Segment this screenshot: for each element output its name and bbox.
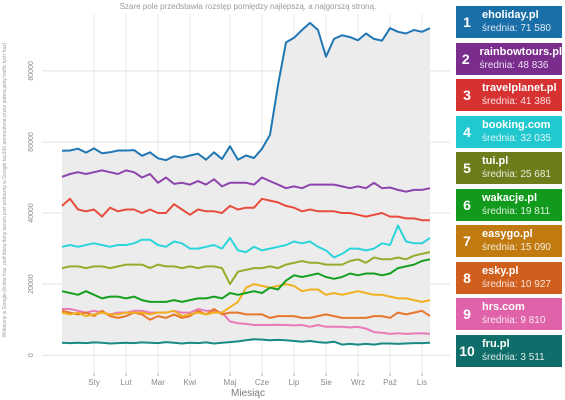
legend-average: średnia: 9 810 xyxy=(482,315,546,326)
legend-name: easygo.pl xyxy=(482,228,533,240)
x-tick-label: Sie xyxy=(320,378,332,387)
y-axis-ticks: 0 20000 40000 60000 80000 xyxy=(28,61,35,357)
legend-item-esky-pl: 8 esky.pl średnia: 10 927 xyxy=(456,261,562,294)
legend-item-tui-pl: 5 tui.pl średnia: 25 681 xyxy=(456,152,562,184)
series-line-eholiday-pl xyxy=(61,21,431,162)
legend-average: średnia: 25 681 xyxy=(482,169,551,180)
x-tick-label: Paź xyxy=(383,378,397,387)
x-tick-label: Lip xyxy=(289,378,300,387)
x-tick-label: Maj xyxy=(224,378,237,387)
x-axis-label: Miesiąc xyxy=(231,388,265,399)
legend-rank: 9 xyxy=(456,298,478,330)
legend-item-hrs-com: 9 hrs.com średnia: 9 810 xyxy=(456,298,562,330)
series-line-esky-pl xyxy=(61,308,431,321)
legend-item-travelplanet-pl: 3 travelplanet.pl średnia: 41 386 xyxy=(456,79,562,111)
y-axis-label: Widoczny w Google (liczba fraz, pod któr… xyxy=(2,42,8,337)
legend-item-eholiday-pl: 1 eholiday.pl średnia: 71 580 xyxy=(456,6,562,38)
legend-rank: 8 xyxy=(456,261,478,294)
legend-name: booking.com xyxy=(482,118,551,131)
line-chart: Szare pole przedstawia rozstęp pomiędzy … xyxy=(2,2,450,399)
legend-rank: 6 xyxy=(456,188,478,221)
legend-name: wakacje.pl xyxy=(482,191,538,204)
legend-item-easygo-pl: 7 easygo.pl średnia: 15 090 xyxy=(456,225,562,257)
legend-rank: 4 xyxy=(456,115,478,148)
y-tick-label: 80000 xyxy=(28,61,35,81)
series-line-easygo-pl xyxy=(61,283,431,318)
y-tick-label: 20000 xyxy=(28,274,35,294)
legend-average: średnia: 71 580 xyxy=(482,23,551,34)
series-line-fru-pl xyxy=(61,338,431,346)
legend-item-rainbowtours-pl: 2 rainbowtours.pl średnia: 48 836 xyxy=(456,42,563,75)
series-line-tui-pl xyxy=(61,251,431,286)
series-line-rainbowtours-pl xyxy=(61,169,431,193)
legend-average: średnia: 19 811 xyxy=(482,205,551,217)
legend: 1 eholiday.pl średnia: 71 580 2 rainbowtours… xyxy=(456,6,562,371)
legend-rank: 10 xyxy=(456,334,478,367)
legend-average: średnia: 15 090 xyxy=(482,242,551,253)
legend-average: średnia: 3 511 xyxy=(482,351,545,363)
legend-rank: 7 xyxy=(456,225,478,257)
x-tick-label: Wrz xyxy=(351,378,365,387)
x-tick-label: Lis xyxy=(417,378,427,387)
legend-rank: 5 xyxy=(456,152,478,184)
x-tick-label: Mar xyxy=(151,378,165,387)
legend-rank: 1 xyxy=(456,6,478,38)
legend-item-fru-pl: 10 fru.pl średnia: 3 511 xyxy=(456,334,562,367)
legend-name: esky.pl xyxy=(482,264,519,277)
legend-rank: 3 xyxy=(456,79,478,111)
x-tick-label: Cze xyxy=(255,378,270,387)
series-line-wakacje-pl xyxy=(61,258,431,303)
legend-name: eholiday.pl xyxy=(482,9,539,21)
y-tick-label: 0 xyxy=(28,353,35,357)
x-axis-ticks: Sty Lut Mar Kwi Maj Cze Lip Sie Wrz Paź Lis xyxy=(88,373,427,387)
legend-average: średnia: 10 927 xyxy=(482,278,551,290)
legend-name: fru.pl xyxy=(482,337,510,350)
series-lines xyxy=(61,21,431,346)
legend-rank: 2 xyxy=(456,42,476,75)
series-line-booking-com xyxy=(61,224,431,259)
x-tick-label: Sty xyxy=(88,378,100,387)
y-tick-label: 40000 xyxy=(28,203,35,223)
legend-name: hrs.com xyxy=(482,301,525,313)
x-tick-label: Kwi xyxy=(184,378,197,387)
series-line-travelplanet-pl xyxy=(61,197,430,222)
legend-item-booking-com: 4 booking.com średnia: 32 035 xyxy=(456,115,562,148)
legend-name: rainbowtours.pl xyxy=(479,45,563,58)
legend-item-wakacje-pl: 6 wakacje.pl średnia: 19 811 xyxy=(456,188,562,221)
legend-name: travelplanet.pl xyxy=(482,82,557,94)
legend-average: średnia: 32 035 xyxy=(482,132,551,144)
legend-average: średnia: 41 386 xyxy=(482,96,551,107)
x-tick-label: Lut xyxy=(120,378,132,387)
chart-title: Szare pole przedstawia rozstęp pomiędzy … xyxy=(120,2,377,11)
y-tick-label: 60000 xyxy=(28,132,35,152)
legend-average: średnia: 48 836 xyxy=(479,59,549,71)
legend-name: tui.pl xyxy=(482,155,509,167)
